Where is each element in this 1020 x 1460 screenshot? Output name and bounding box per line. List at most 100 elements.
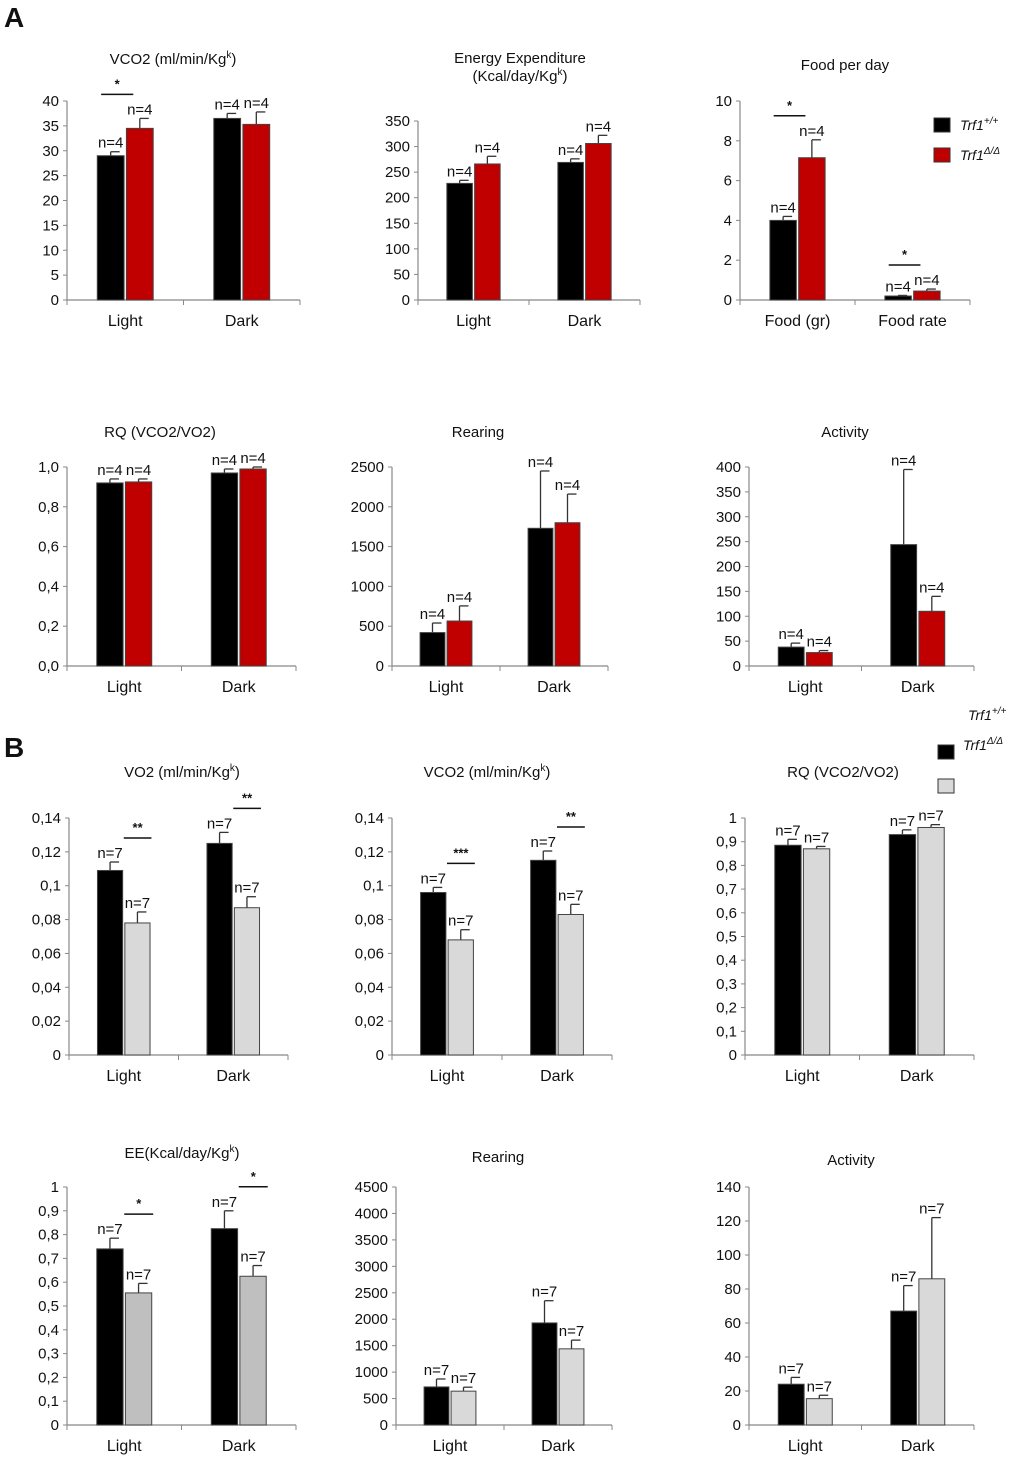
- x-category-label: Light: [107, 1438, 142, 1455]
- chart-title: RQ (VCO2/VO2): [104, 424, 216, 441]
- y-tick-label: 0,06: [32, 945, 61, 962]
- y-tick-label: 4500: [355, 1179, 388, 1196]
- legend-swatch: [937, 744, 955, 760]
- y-tick-label: 1,0: [38, 459, 59, 476]
- y-tick-label: 150: [385, 215, 410, 232]
- n-label: n=4: [914, 272, 939, 289]
- significance-stars: *: [115, 76, 121, 91]
- chart-title: Activity: [821, 424, 869, 441]
- x-category-label: Light: [430, 1068, 465, 1085]
- y-tick-label: 0: [724, 292, 732, 309]
- significance-stars: **: [242, 790, 253, 805]
- bar: [777, 1383, 805, 1426]
- significance-stars: **: [566, 809, 577, 824]
- bar: [918, 610, 946, 667]
- bar: [210, 1228, 239, 1426]
- legend-swatch: [933, 117, 951, 133]
- chart-title: RQ (VCO2/VO2): [787, 764, 899, 781]
- y-tick-label: 8: [724, 133, 732, 150]
- bar: [918, 1278, 946, 1426]
- significance-stars: **: [133, 820, 144, 835]
- bar: [420, 891, 447, 1056]
- x-category-label: Dark: [216, 1068, 251, 1085]
- y-tick-label: 120: [716, 1213, 741, 1230]
- bar: [890, 1310, 918, 1426]
- bar: [884, 295, 912, 301]
- chart-12: Activity020406080100120140Lightn=7n=7Dar…: [716, 1152, 975, 1455]
- bar: [805, 652, 833, 667]
- y-tick-label: 0,08: [32, 912, 61, 929]
- bar: [446, 620, 473, 667]
- n-label: n=4: [475, 139, 500, 156]
- x-category-label: Dark: [225, 313, 260, 330]
- legend: Trf1+/+ Trf1Δ/Δ: [937, 706, 1006, 794]
- x-category-label: Food (gr): [765, 313, 831, 330]
- legend: Trf1+/+ Trf1Δ/Δ: [933, 116, 1000, 163]
- y-tick-label: 0,3: [716, 976, 737, 993]
- y-tick-label: 0: [733, 658, 741, 675]
- n-label: n=4: [212, 452, 237, 469]
- bar: [210, 472, 239, 667]
- n-label: n=4: [420, 606, 445, 623]
- y-tick-label: 60: [724, 1315, 741, 1332]
- y-tick-label: 0,08: [355, 912, 384, 929]
- chart-title: VCO2 (ml/min/Kgk): [110, 50, 237, 68]
- y-tick-label: 0,6: [716, 905, 737, 922]
- y-tick-label: 0: [402, 292, 410, 309]
- y-tick-label: 80: [724, 1281, 741, 1298]
- y-tick-label: 1: [51, 1179, 59, 1196]
- y-tick-label: 500: [359, 618, 384, 635]
- y-tick-label: 200: [716, 559, 741, 576]
- n-label: n=7: [126, 1266, 151, 1283]
- bar: [531, 1322, 558, 1426]
- y-tick-label: 0,8: [38, 499, 59, 516]
- n-label: n=4: [447, 589, 472, 606]
- n-label: n=4: [528, 454, 553, 471]
- x-category-label: Light: [788, 679, 823, 696]
- bar: [446, 182, 473, 301]
- bar: [423, 1386, 450, 1426]
- n-label: n=7: [804, 829, 829, 846]
- x-category-label: Light: [456, 313, 491, 330]
- y-tick-label: 0,8: [38, 1227, 59, 1244]
- bar: [450, 1390, 477, 1426]
- y-tick-label: 0,2: [38, 1369, 59, 1386]
- y-tick-label: 6: [724, 173, 732, 190]
- chart-title: Energy Expenditure: [454, 50, 586, 67]
- y-tick-label: 300: [716, 509, 741, 526]
- x-category-label: Light: [106, 1068, 141, 1085]
- y-tick-label: 15: [42, 217, 59, 234]
- n-label: n=7: [212, 1194, 237, 1211]
- y-tick-label: 1500: [355, 1338, 388, 1355]
- y-tick-label: 0,06: [355, 945, 384, 962]
- bar: [802, 848, 831, 1056]
- y-tick-label: 200: [385, 190, 410, 207]
- y-tick-label: 1000: [355, 1364, 388, 1381]
- n-label: n=4: [555, 477, 580, 494]
- y-tick-label: 350: [716, 484, 741, 501]
- y-tick-label: 0,5: [38, 1298, 59, 1315]
- x-category-label: Dark: [537, 679, 572, 696]
- n-label: n=4: [558, 142, 583, 159]
- bar: [213, 117, 242, 301]
- x-category-label: Light: [433, 1438, 468, 1455]
- n-label: n=7: [807, 1378, 832, 1395]
- n-label: n=4: [98, 135, 123, 152]
- chart-title: Rearing: [472, 1149, 525, 1166]
- bar: [554, 522, 581, 667]
- y-tick-label: 35: [42, 118, 59, 135]
- y-tick-label: 0: [380, 1417, 388, 1434]
- bar: [233, 907, 261, 1056]
- legend-label: Trf1Δ/Δ: [963, 736, 1003, 753]
- y-tick-label: 100: [716, 1247, 741, 1264]
- y-tick-label: 0,9: [38, 1203, 59, 1220]
- y-tick-label: 0,14: [32, 810, 61, 827]
- n-label: n=7: [240, 1249, 265, 1266]
- y-tick-label: 0,12: [355, 844, 384, 861]
- n-label: n=4: [807, 634, 832, 651]
- y-tick-label: 1000: [351, 578, 384, 595]
- y-tick-label: 2000: [355, 1311, 388, 1328]
- chart-title-line2: (Kcal/day/Kgk): [472, 67, 567, 85]
- y-tick-label: 0,9: [716, 834, 737, 851]
